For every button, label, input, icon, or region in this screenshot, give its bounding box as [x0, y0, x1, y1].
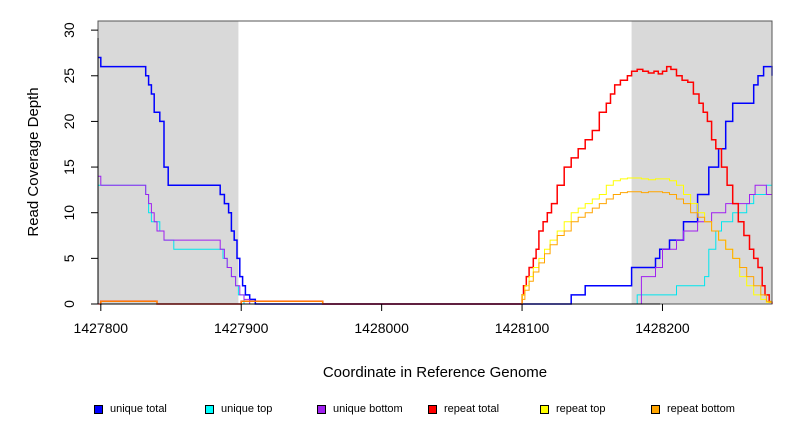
- y-tick-label: 10: [61, 205, 77, 221]
- legend-swatch: [428, 404, 437, 414]
- shaded-regions: [98, 21, 772, 304]
- series-repeat-bottom: [98, 191, 773, 305]
- legend-swatch: [205, 404, 214, 414]
- y-tick-label: 30: [61, 22, 77, 38]
- x-tick-label: 1428100: [495, 320, 550, 336]
- shaded-region-2: [631, 21, 772, 304]
- legend-swatch: [540, 404, 549, 414]
- x-tick-label: 1428200: [635, 320, 690, 336]
- legend-swatch: [651, 404, 660, 414]
- y-ticks: 0 5 10 15 20 25 30: [61, 22, 98, 308]
- legend-item-repeat-bottom: repeat bottom: [651, 400, 735, 418]
- x-axis-title: Coordinate in Reference Genome: [323, 364, 547, 381]
- legend-item-repeat-top: repeat top: [540, 400, 606, 418]
- x-tick-label: 1428000: [354, 320, 409, 336]
- series-lines: [98, 56, 773, 305]
- legend-label: repeat top: [556, 403, 606, 415]
- shaded-region-1: [98, 21, 239, 304]
- legend-swatch: [94, 404, 103, 414]
- y-tick-label: 20: [61, 113, 77, 129]
- series-repeat-total: [98, 65, 773, 305]
- legend-label: unique total: [110, 403, 167, 415]
- y-axis-title: Read Coverage Depth: [25, 87, 42, 236]
- legend-label: unique bottom: [333, 403, 403, 415]
- y-tick-label: 25: [61, 68, 77, 84]
- legend-label: repeat bottom: [667, 403, 735, 415]
- coverage-chart: 1427800 1427900 1428000 1428100 1428200 0 5 10…: [25, 20, 773, 381]
- y-tick-label: 5: [61, 254, 77, 262]
- legend-item-unique-bottom: unique bottom: [317, 400, 403, 418]
- x-ticks: 1427800 1427900 1428000 1428100 1428200: [74, 304, 690, 336]
- legend-item-unique-top: unique top: [205, 400, 272, 418]
- legend: unique total unique top unique bottom repea…: [0, 400, 792, 420]
- x-tick-label: 1427800: [74, 320, 129, 336]
- legend-label: unique top: [221, 403, 273, 415]
- legend-item-repeat-total: repeat total: [428, 400, 499, 418]
- legend-swatch: [317, 404, 326, 414]
- y-tick-label: 15: [61, 159, 77, 175]
- x-tick-label: 1427900: [214, 320, 269, 336]
- y-tick-label: 0: [61, 300, 77, 308]
- series-unique-bottom: [98, 175, 773, 305]
- axes: [97, 38, 660, 305]
- legend-label: repeat total: [444, 403, 500, 415]
- legend-item-unique-total: unique total: [94, 400, 167, 418]
